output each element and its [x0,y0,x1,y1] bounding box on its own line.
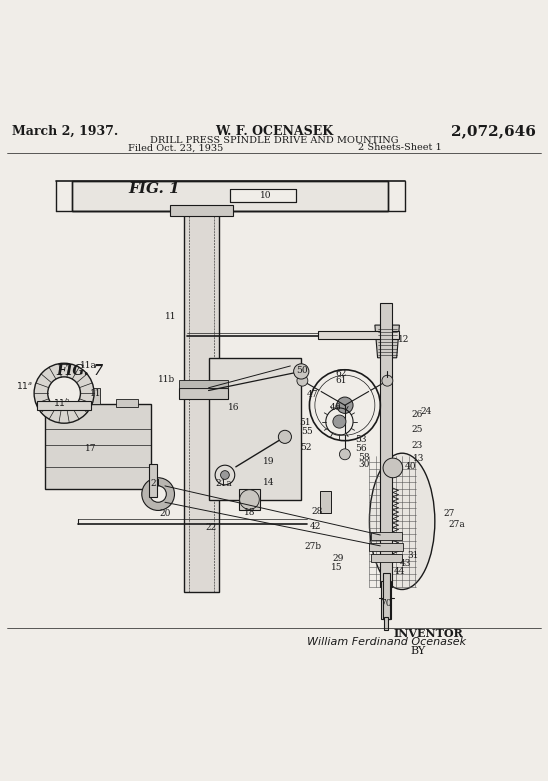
Text: William Ferdinand Ocenasek: William Ferdinand Ocenasek [307,637,466,647]
Text: 31: 31 [408,551,419,560]
Bar [384,617,389,630]
Bar [230,189,296,202]
Text: 43: 43 [399,559,411,569]
Bar [45,404,151,489]
Text: FIG. 7: FIG. 7 [56,365,103,379]
Bar [149,464,157,497]
Bar [151,480,165,508]
Text: 2,072,646: 2,072,646 [451,124,536,138]
Text: 10: 10 [260,191,272,200]
Bar [116,398,138,407]
Text: 27a: 27a [448,519,465,529]
Text: 11a: 11a [80,362,97,370]
Bar [184,211,220,592]
Bar [380,303,392,587]
Text: 24: 24 [420,407,431,415]
Circle shape [297,375,308,386]
Text: 29: 29 [333,554,344,563]
Text: 20: 20 [159,508,170,518]
Bar [370,554,402,562]
Text: 12: 12 [398,335,410,344]
Text: 44: 44 [394,567,406,576]
Circle shape [294,364,309,379]
Text: 2 Sheets-Sheet 1: 2 Sheets-Sheet 1 [357,144,441,152]
Text: 27: 27 [443,508,454,518]
Text: 13: 13 [413,455,424,463]
Bar [170,205,233,216]
Text: 26: 26 [412,410,423,419]
Text: 58: 58 [358,452,370,462]
Bar [383,573,390,619]
Text: March 2, 1937.: March 2, 1937. [12,125,118,138]
Bar [72,180,389,211]
Text: 16: 16 [228,404,239,412]
Text: 25: 25 [412,426,423,434]
Text: 46: 46 [329,404,341,412]
Text: 27b: 27b [305,543,322,551]
Bar [179,388,227,398]
Bar [381,581,391,619]
Polygon shape [375,325,399,358]
Polygon shape [382,363,392,372]
Text: 47: 47 [307,390,319,399]
Text: 23: 23 [412,440,423,450]
Text: 22: 22 [206,523,217,533]
Text: 11b: 11b [158,375,176,384]
Bar [370,533,402,540]
Bar [50,398,72,407]
Text: INVENTOR: INVENTOR [394,628,464,639]
Bar [89,388,100,404]
Text: 18: 18 [244,508,255,516]
Bar [37,401,92,409]
Bar [369,543,403,551]
Text: FIG. 1: FIG. 1 [128,182,180,196]
Text: 11: 11 [90,389,101,398]
Text: 51: 51 [299,418,311,426]
Text: 19: 19 [263,457,275,466]
Bar [238,489,260,511]
Text: 53: 53 [355,435,366,444]
Text: 14: 14 [263,478,275,487]
Circle shape [336,397,353,413]
Circle shape [339,449,350,460]
Text: 17: 17 [84,444,96,453]
Text: $11^a$: $11^a$ [16,380,33,390]
Circle shape [333,415,346,428]
Circle shape [278,430,292,444]
Text: W. F. OCENASEK: W. F. OCENASEK [215,125,333,138]
Text: Filed Oct. 23, 1935: Filed Oct. 23, 1935 [128,144,224,152]
Circle shape [220,471,229,480]
Text: 28: 28 [312,507,323,516]
Text: BY: BY [410,646,426,656]
Circle shape [142,478,174,511]
Text: DRILL PRESS SPINDLE DRIVE AND MOUNTING: DRILL PRESS SPINDLE DRIVE AND MOUNTING [150,136,398,144]
Text: 40: 40 [405,462,416,471]
Text: 11: 11 [165,312,176,322]
Circle shape [382,375,393,386]
Text: 56: 56 [355,444,366,453]
Text: 21a: 21a [216,479,232,487]
Circle shape [239,490,259,509]
Circle shape [34,363,94,423]
Ellipse shape [369,453,435,590]
Text: 52: 52 [300,444,312,452]
Text: 70: 70 [380,599,392,608]
Text: 30: 30 [358,459,370,469]
Text: 61: 61 [335,376,346,385]
Text: 55: 55 [301,427,313,436]
Bar [318,330,399,339]
Text: 50: 50 [296,366,308,375]
Bar [321,491,331,513]
Bar [72,180,389,211]
Circle shape [383,458,403,478]
Text: 15: 15 [330,563,342,572]
Circle shape [150,486,167,502]
Text: 21: 21 [151,479,162,487]
Circle shape [48,377,81,409]
Bar [209,358,301,500]
Text: 42: 42 [310,522,322,531]
Text: 62: 62 [335,369,346,377]
Bar [179,380,227,388]
Text: $11^b$: $11^b$ [53,396,71,408]
